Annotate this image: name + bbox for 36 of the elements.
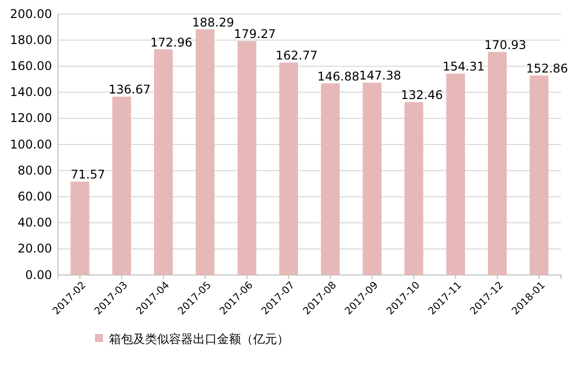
- bar: [446, 74, 465, 275]
- data-label: 154.31: [442, 60, 485, 74]
- y-tick-label: 60.00: [18, 190, 52, 204]
- data-label: 132.46: [400, 88, 443, 102]
- y-tick-label: 0.00: [25, 268, 52, 282]
- data-label: 179.27: [234, 27, 276, 42]
- data-label: 136.67: [108, 82, 151, 97]
- data-label: 188.29: [192, 15, 234, 30]
- legend-label: 箱包及类似容器出口金额（亿元）: [109, 332, 289, 346]
- data-label: 152.86: [526, 62, 568, 76]
- y-tick-label: 100.00: [10, 137, 52, 152]
- data-label: 146.88: [317, 69, 360, 84]
- y-tick-label: 120.00: [10, 111, 52, 126]
- bar: [279, 62, 298, 275]
- bar: [320, 83, 340, 275]
- y-tick-label: 140.00: [10, 85, 52, 100]
- bar: [70, 182, 90, 275]
- bar: [196, 29, 215, 275]
- bar: [154, 49, 173, 275]
- data-label: 147.38: [359, 68, 402, 83]
- y-tick-label: 40.00: [18, 216, 52, 230]
- y-tick-label: 180.00: [10, 32, 52, 47]
- y-tick-label: 80.00: [18, 163, 52, 178]
- bar: [530, 76, 548, 275]
- bar: [112, 96, 132, 275]
- bar: [237, 41, 256, 275]
- bar: [362, 82, 382, 275]
- data-label: 162.77: [276, 48, 318, 63]
- y-tick-label: 160.00: [10, 59, 52, 74]
- data-label: 172.96: [150, 35, 192, 50]
- bar: [488, 52, 507, 275]
- data-label: 71.57: [70, 168, 106, 182]
- y-tick-label: 20.00: [18, 242, 52, 256]
- bar: [404, 102, 424, 275]
- y-tick-label: 200.00: [10, 6, 52, 21]
- data-label: 170.93: [484, 38, 526, 52]
